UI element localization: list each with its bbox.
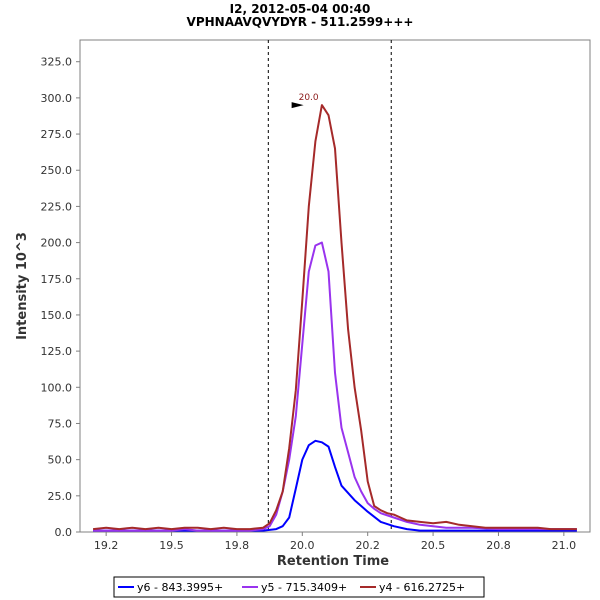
series-line-3 bbox=[92, 104, 577, 531]
y-tick-label: 250.0 bbox=[41, 164, 73, 177]
y-tick-label: 175.0 bbox=[41, 273, 73, 286]
y-tick-label: 0.0 bbox=[55, 526, 73, 539]
x-tick-label: 21.0 bbox=[552, 539, 577, 552]
y-tick-label: 75.0 bbox=[48, 417, 73, 430]
y-tick-label: 200.0 bbox=[41, 237, 73, 250]
y-tick-label: 125.0 bbox=[41, 345, 73, 358]
x-tick-label: 19.5 bbox=[159, 539, 184, 552]
legend-label: y5 - 715.3409+ bbox=[261, 581, 347, 594]
legend-box bbox=[113, 576, 485, 598]
chart-subtitle: VPHNAAVQVYDYR - 511.2599+++ bbox=[187, 15, 414, 29]
x-tick-label: 19.2 bbox=[94, 539, 119, 552]
x-tick-label: 20.2 bbox=[355, 539, 380, 552]
y-tick-label: 100.0 bbox=[41, 381, 73, 394]
y-tick-label: 50.0 bbox=[48, 454, 73, 467]
series-lines bbox=[92, 104, 577, 532]
chart-title: I2, 2012-05-04 00:40 bbox=[230, 2, 371, 16]
peak-label: 20.0 bbox=[299, 93, 319, 103]
series-line-1 bbox=[93, 439, 577, 532]
legend-label: y6 - 843.3995+ bbox=[137, 581, 223, 594]
x-axis-label: Retention Time bbox=[277, 554, 389, 569]
x-axis: 19.2 19.5 19.8 20.0 20.2 20.5 20.8 21.0 bbox=[94, 532, 576, 552]
plot-frame bbox=[79, 39, 591, 533]
x-tick-label: 20.0 bbox=[290, 539, 315, 552]
integration-boundaries bbox=[267, 40, 392, 532]
legend-label: y4 - 616.2725+ bbox=[379, 581, 465, 594]
y-axis: 0.0 25.0 50.0 75.0 100.0 125.0 150.0 175.0 200.0… bbox=[41, 56, 80, 539]
y-tick-label: 25.0 bbox=[48, 490, 73, 503]
x-tick-label: 19.8 bbox=[225, 539, 250, 552]
peak-arrow-icon bbox=[291, 102, 304, 109]
y-tick-label: 300.0 bbox=[41, 92, 73, 105]
y-axis-label: Intensity 10^3 bbox=[15, 232, 30, 340]
x-tick-label: 20.8 bbox=[486, 539, 511, 552]
y-tick-label: 325.0 bbox=[41, 56, 73, 69]
y-tick-label: 225.0 bbox=[41, 200, 73, 213]
y-tick-label: 150.0 bbox=[41, 309, 73, 322]
y-tick-label: 275.0 bbox=[41, 128, 73, 141]
peak-annotation: 20.0 bbox=[291, 93, 319, 109]
series-line-2 bbox=[93, 241, 577, 532]
legend: y6 - 843.3995+ y5 - 715.3409+ y4 - 616.272… bbox=[113, 576, 485, 598]
x-tick-label: 20.5 bbox=[421, 539, 446, 552]
